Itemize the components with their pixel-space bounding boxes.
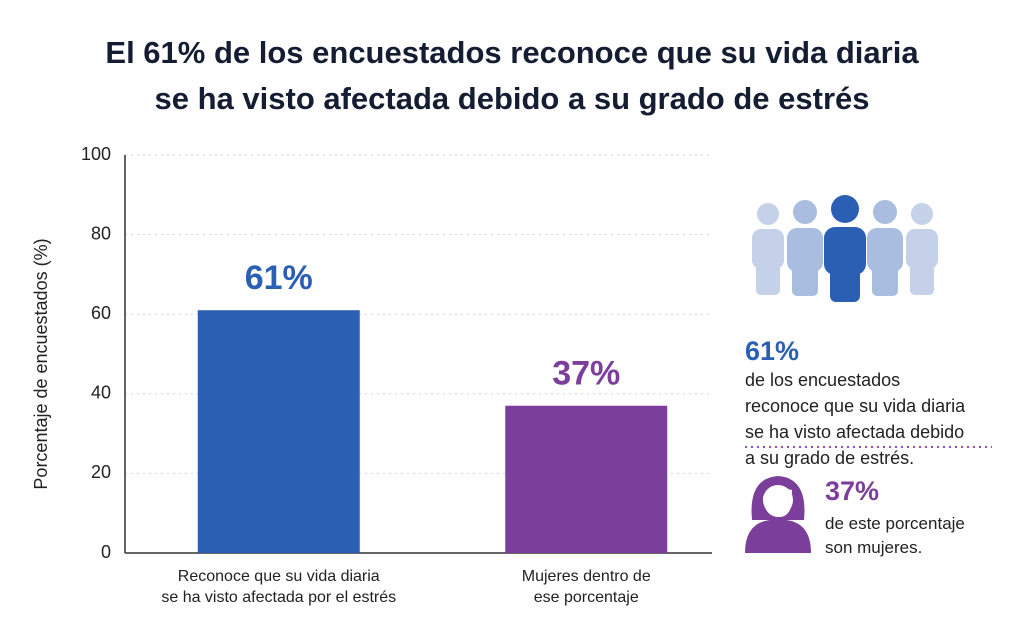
people-icon [752, 195, 938, 302]
bar [505, 405, 668, 553]
value-label: 37% [552, 355, 620, 393]
y-tick-label: 80 [91, 223, 111, 243]
note-1: 61% de los encuestados reconoce que su v… [745, 312, 965, 471]
x-tick-label: Mujeres dentro de ese porcentaje [521, 568, 651, 606]
note-text: de este porcentaje son mujeres. [825, 514, 965, 557]
y-tick-label: 40 [91, 383, 111, 403]
y-tick-label: 0 [101, 542, 111, 562]
y-tick-label: 60 [91, 303, 111, 323]
chart-title: El 61% de los encuestados reconoce que s… [105, 35, 919, 116]
y-tick-label: 20 [91, 462, 111, 482]
woman-icon [745, 476, 811, 553]
note-value: 37% [825, 476, 880, 506]
value-label: 61% [245, 259, 313, 297]
bar [197, 310, 360, 553]
x-tick-label: Reconoce que su vida diaria se ha visto … [161, 568, 397, 606]
note-value: 61% [745, 336, 800, 366]
y-tick-label: 100 [81, 144, 111, 164]
note-text: de los encuestados reconoce que su vida … [745, 370, 966, 468]
y-axis-label: Porcentaje de encuestados (%) [31, 238, 51, 489]
